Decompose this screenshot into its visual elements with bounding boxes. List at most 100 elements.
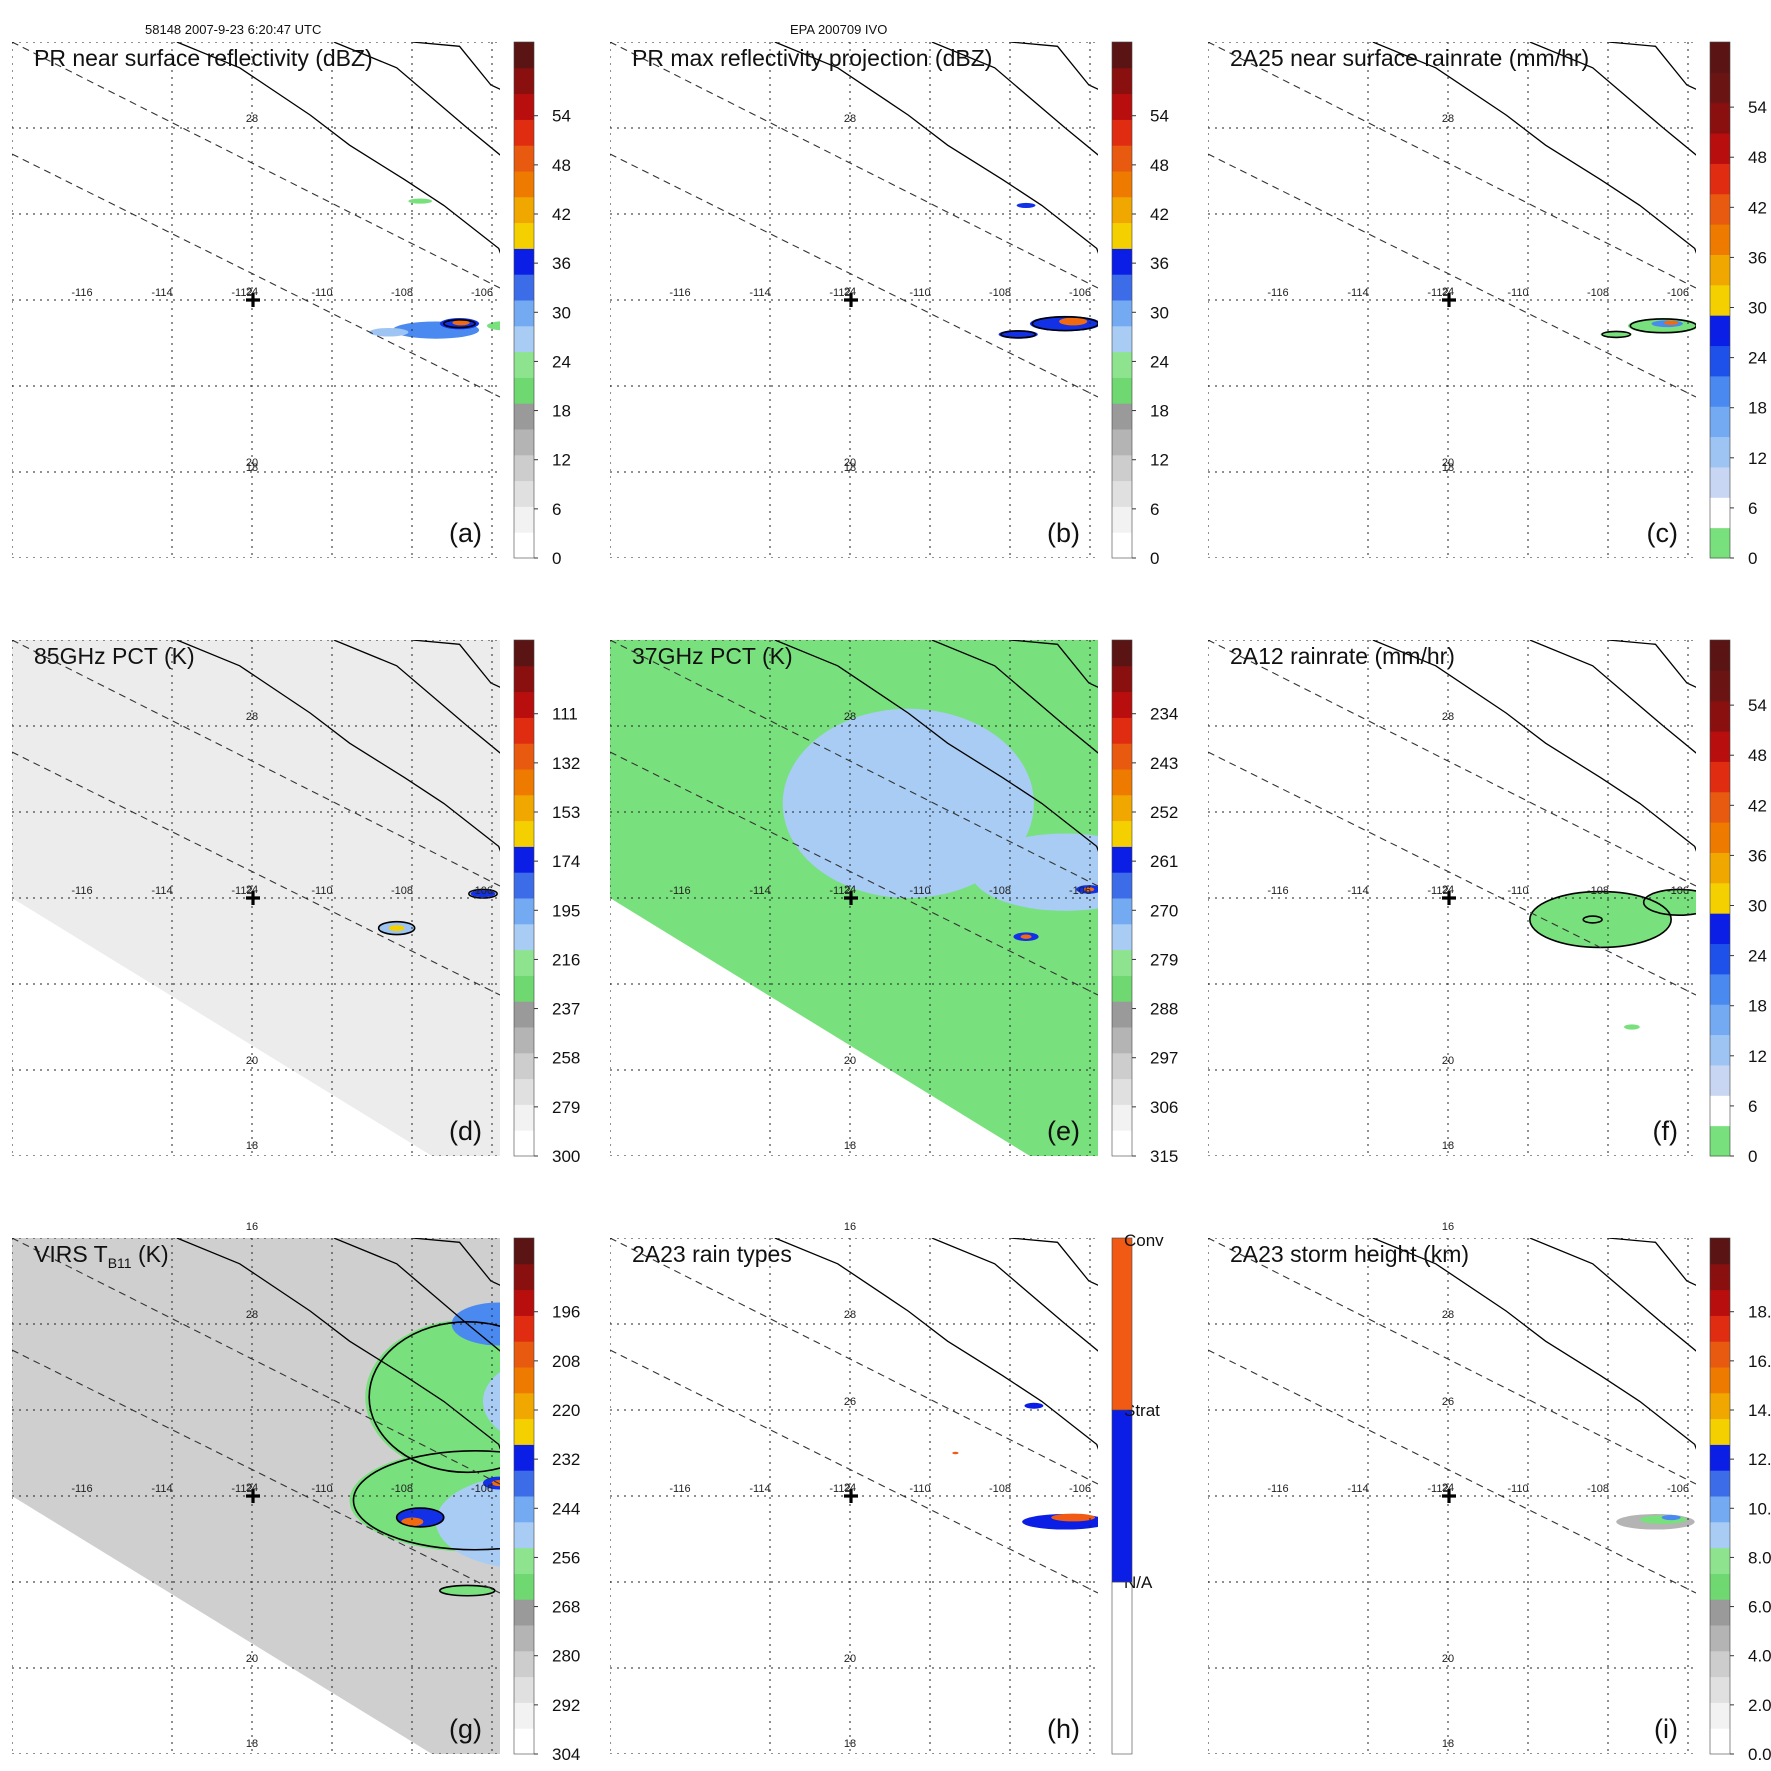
- colorbar: 0 6 12 18 24 30 36 42 48 54: [1111, 41, 1169, 568]
- coastline: [1372, 1238, 1696, 1450]
- colorbar-label: 0: [1748, 549, 1757, 568]
- lon-label: -106: [1667, 287, 1689, 299]
- colorbar-swatch: [1112, 1130, 1132, 1157]
- colorbar-swatch: [1112, 743, 1132, 770]
- colorbar-swatch: [1112, 222, 1132, 249]
- lon-label: -108: [1587, 1483, 1609, 1495]
- precip-cell: [470, 890, 496, 898]
- colorbar-label: 6: [1150, 500, 1159, 519]
- storm-center-marker: [844, 891, 858, 905]
- lon-label: -110: [909, 287, 930, 299]
- lat-label: 24: [844, 1482, 856, 1494]
- colorbar-label: 216: [552, 950, 580, 969]
- lon-label: -108: [989, 885, 1011, 897]
- panel-title: 2A25 near surface rainrate (mm/hr): [1230, 45, 1589, 71]
- contour-outline: [442, 318, 476, 329]
- contour-outline: [1582, 915, 1603, 924]
- colorbar-label: 18: [552, 402, 571, 421]
- precip-cell: [388, 925, 405, 932]
- colorbar-swatch: [514, 93, 534, 120]
- colorbar-swatch: [1710, 1095, 1730, 1127]
- colorbar-label: Strat: [1124, 1401, 1160, 1420]
- precip-cell: [971, 833, 1098, 911]
- lat-label: 26: [1442, 1396, 1454, 1408]
- colorbar-label: 54: [1748, 696, 1767, 715]
- contour-outline: [468, 888, 498, 899]
- lat-label: 16: [246, 1221, 258, 1233]
- precip-cell: [989, 434, 1013, 441]
- colorbar-swatch: [514, 717, 534, 744]
- colorbar-swatch: [1112, 119, 1132, 146]
- colorbar-label: 153: [552, 803, 580, 822]
- lat-label: 28: [1442, 711, 1454, 723]
- panel-letter: (h): [1047, 1714, 1080, 1744]
- colorbar: 0 6 12 18 24 30 36 42 48 54: [1709, 41, 1767, 568]
- panel-letter: (d): [449, 1116, 482, 1146]
- lon-label: -114: [151, 287, 172, 299]
- colorbar-swatch: [1710, 1521, 1730, 1549]
- colorbar-label: 195: [552, 901, 580, 920]
- colorbar-swatch: [514, 325, 534, 353]
- colorbar-frame: [1709, 639, 1731, 1157]
- colorbar-label: 0: [1748, 1147, 1757, 1166]
- panel-letter: (i): [1654, 1714, 1678, 1744]
- coastline: [412, 640, 500, 688]
- colorbar-swatch: [1112, 300, 1132, 327]
- precip-cell: [369, 327, 409, 337]
- colorbar-swatch: [1112, 949, 1132, 976]
- swath-edge: [12, 751, 500, 996]
- lon-label: -108: [391, 1483, 413, 1495]
- colorbar-swatch: [1710, 1599, 1730, 1626]
- colorbar-swatch: [514, 274, 534, 301]
- panel-f: 28 24 20 18 16 -116 -114 -112 -110 -108 -106 2A12 r…: [1208, 639, 1767, 1233]
- panel-letter: (a): [449, 518, 482, 548]
- header-storm-name: EPA 200709 IVO: [790, 22, 888, 37]
- panel-title: PR max reflectivity projection (dBZ): [632, 45, 992, 71]
- panel-title: 37GHz PCT (K): [632, 643, 793, 669]
- colorbar-swatch: [514, 403, 534, 430]
- lon-label: -108: [989, 1483, 1011, 1495]
- storm-center-marker: [246, 891, 260, 905]
- colorbar-swatch: [1710, 1547, 1730, 1574]
- contour-outline: [395, 1507, 445, 1528]
- precip-cell: [1024, 1402, 1044, 1409]
- colorbar-label: 279: [1150, 950, 1178, 969]
- colorbar-swatch: [1710, 284, 1730, 316]
- lon-label: -114: [749, 885, 770, 897]
- colorbar-swatch: [514, 949, 534, 976]
- lon-label: -110: [1507, 1483, 1528, 1495]
- colorbar-swatch: [1710, 640, 1730, 671]
- colorbar-swatch: [514, 769, 534, 796]
- precip-cell: [1583, 432, 1614, 442]
- colorbar-segment: [1111, 1409, 1133, 1583]
- precip-cell: [483, 1371, 500, 1431]
- colorbar-swatch: [514, 1263, 534, 1291]
- colorbar-label: 304: [552, 1745, 580, 1764]
- precip-cell: [1590, 1631, 1609, 1636]
- colorbar-label: 237: [552, 1000, 580, 1019]
- colorbar-label: 24: [1748, 947, 1767, 966]
- colorbar-swatch: [514, 1650, 534, 1678]
- swath-edge: [1208, 1349, 1696, 1594]
- colorbar-swatch: [1710, 315, 1730, 347]
- colorbar-swatch: [514, 794, 534, 822]
- colorbar-swatch: [1710, 163, 1730, 195]
- lat-label: 24: [1442, 1482, 1454, 1494]
- colorbar-swatch: [1710, 822, 1730, 853]
- lon-label: -108: [989, 287, 1011, 299]
- lon-label: -112: [1427, 1483, 1448, 1495]
- lat-label: 20: [844, 1653, 856, 1665]
- colorbar-label: 30: [1748, 299, 1767, 318]
- colorbar-frame: [513, 1237, 535, 1755]
- lat-label: 24: [246, 1482, 258, 1494]
- panel-h: 28 26 24 20 18 -116 -114 -112 -110 -108 -106 2A23 r…: [610, 1231, 1609, 1755]
- colorbar-label: 297: [1150, 1049, 1178, 1068]
- lat-label: 18: [1442, 1140, 1454, 1152]
- colorbar-swatch: [514, 1341, 534, 1368]
- lat-label: 18: [246, 1140, 258, 1152]
- storm-center-marker: [1442, 293, 1456, 307]
- swath-edge: [610, 153, 1098, 398]
